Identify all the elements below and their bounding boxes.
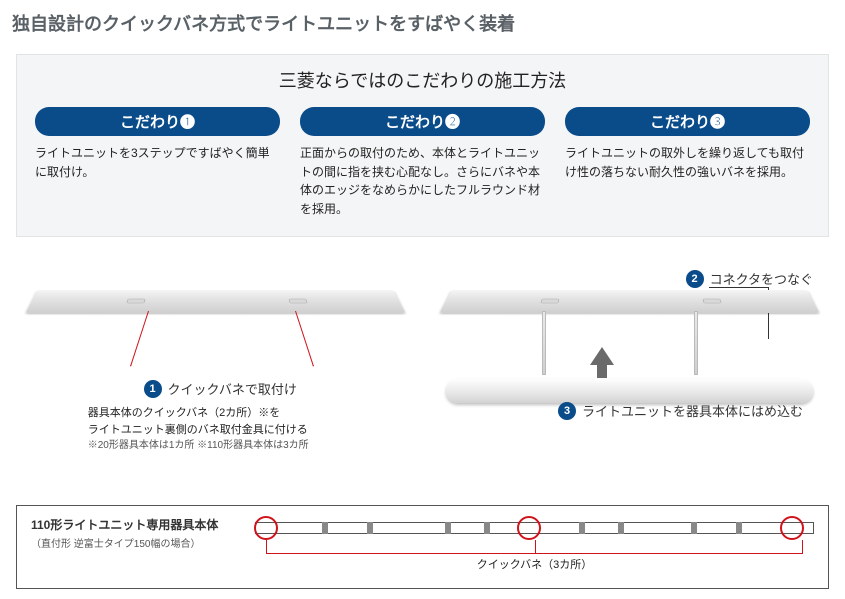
schematic-subtitle: （直付形 逆富士タイプ150幅の場合）	[31, 535, 231, 550]
tick-icon	[618, 522, 624, 534]
illustration-area: 1 クイックバネで取付け 器具本体のクイックバネ（2カ所）※を ライトユニット裏…	[8, 261, 837, 505]
schematic-caption: クイックバネ（3カ所）	[255, 556, 814, 572]
tick-icon	[736, 522, 742, 534]
light-unit-icon	[446, 379, 813, 403]
ring-icon	[254, 516, 278, 540]
leader-line-icon	[295, 311, 314, 366]
schematic-title: 110形ライトユニット専用器具本体	[31, 516, 231, 533]
step-3-text: ライトユニットを器具本体にはめ込む	[582, 401, 803, 420]
tick-icon	[445, 522, 451, 534]
ring-icon	[780, 516, 804, 540]
schematic-drawing: クイックバネ（3カ所）	[255, 516, 814, 572]
note-fine: ※20形器具本体は1カ所 ※110形器具本体は3カ所	[88, 438, 309, 453]
kodawari-text-3: ライトユニットの取外しを繰り返しても取付け性の落ちない耐久性の強いバネを採用。	[565, 144, 810, 181]
step-1-text: クイックバネで取付け	[168, 379, 297, 398]
clip-icon	[127, 299, 146, 304]
note-line: 器具本体のクイックバネ（2カ所）※を	[88, 405, 309, 422]
kodawari-text-1: ライトユニットを3ステップですばやく簡単に取付け。	[35, 144, 280, 181]
tick-icon	[691, 522, 697, 534]
strap-icon	[542, 311, 546, 375]
step-3-label: 3 ライトユニットを器具本体にはめ込む	[558, 401, 803, 420]
clip-icon	[288, 299, 307, 304]
illustration-left: 1 クイックバネで取付け 器具本体のクイックバネ（2カ所）※を ライトユニット裏…	[16, 261, 415, 481]
fixture-body-icon	[440, 290, 819, 313]
kodawari-panel: 三菱ならではのこだわりの施工方法 こだわり❶ ライトユニットを3ステップですばや…	[16, 54, 829, 237]
clip-icon	[703, 299, 722, 304]
kodawari-col-3: こだわり❸ ライトユニットの取外しを繰り返しても取付け性の落ちない耐久性の強いバ…	[565, 107, 810, 218]
fixture-body-icon	[26, 290, 405, 313]
step-number-icon: 2	[686, 270, 704, 288]
bracket-icon	[266, 540, 803, 554]
step-1-note: 器具本体のクイックバネ（2カ所）※を ライトユニット裏側のバネ取付金具に付ける …	[88, 405, 309, 453]
kodawari-col-1: こだわり❶ ライトユニットを3ステップですばやく簡単に取付け。	[35, 107, 280, 218]
kodawari-col-2: こだわり❷ 正面からの取付のため、本体とライトユニットの間に指を挟む心配なし。さ…	[300, 107, 545, 218]
ring-icon	[517, 516, 541, 540]
strap-icon	[694, 311, 698, 375]
illustration-right: 2 コネクタをつなぐ 3 ライトユニットを器具本体にはめ込む	[431, 261, 830, 481]
tick-icon	[322, 522, 328, 534]
kodawari-heading: 三菱ならではのこだわりの施工方法	[35, 67, 810, 93]
step-number-icon: 3	[558, 402, 576, 420]
step-2-text: コネクタをつなぐ	[710, 269, 813, 288]
schematic-panel: 110形ライトユニット専用器具本体 （直付形 逆富士タイプ150幅の場合） クイ…	[16, 505, 829, 589]
tick-icon	[484, 522, 490, 534]
clip-icon	[541, 299, 560, 304]
tick-icon	[367, 522, 373, 534]
step-1-label: 1 クイックバネで取付け	[144, 379, 297, 398]
page-title: 独自設計のクイックバネ方式でライトユニットをすばやく装着	[8, 10, 837, 36]
note-line: ライトユニット裏側のバネ取付金具に付ける	[88, 422, 309, 439]
leader-line-icon	[130, 311, 149, 366]
kodawari-text-2: 正面からの取付のため、本体とライトユニットの間に指を挟む心配なし。さらにバネや本…	[300, 144, 545, 218]
kodawari-pill-1: こだわり❶	[35, 107, 280, 136]
step-number-icon: 1	[144, 380, 162, 398]
step-2-label: 2 コネクタをつなぐ	[686, 269, 813, 288]
arrow-up-icon	[590, 347, 614, 365]
kodawari-pill-2: こだわり❷	[300, 107, 545, 136]
tick-icon	[579, 522, 585, 534]
kodawari-pill-3: こだわり❸	[565, 107, 810, 136]
